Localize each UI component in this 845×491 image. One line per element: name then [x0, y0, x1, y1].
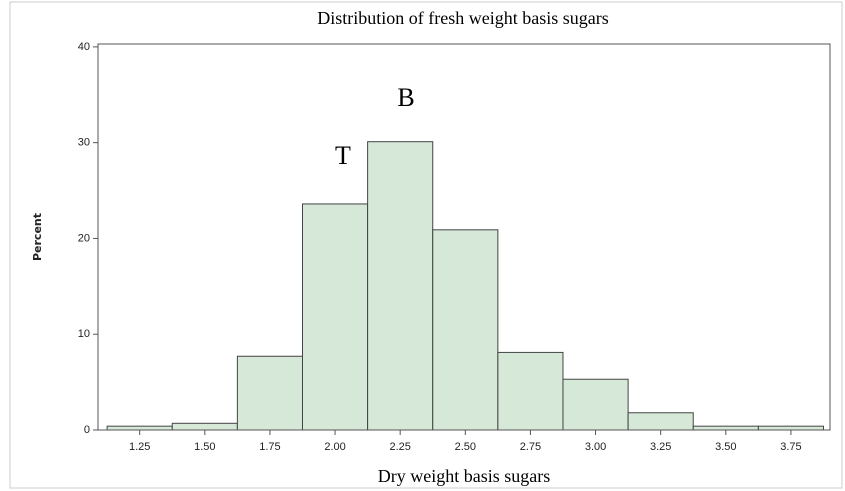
bar: [106, 425, 173, 431]
bar: [757, 425, 824, 431]
x-tick-label: 3.50: [715, 441, 736, 453]
bar: [562, 378, 629, 431]
x-tick-label: 3.75: [780, 441, 801, 453]
bar: [367, 141, 434, 431]
x-tick-label: 1.75: [259, 441, 280, 453]
y-tick-label: 40: [78, 41, 90, 53]
bar: [236, 355, 303, 431]
x-tick-label: 1.25: [129, 441, 150, 453]
x-tick-label: 2.75: [520, 441, 541, 453]
bar: [692, 425, 759, 431]
x-tick-label: 3.25: [650, 441, 671, 453]
x-tick-label: 2.25: [389, 441, 410, 453]
annotation: T: [335, 141, 351, 170]
annotation: B: [397, 83, 414, 112]
x-tick-label: 2.00: [324, 441, 345, 453]
y-tick-label: 30: [78, 137, 90, 149]
x-tick-label: 2.50: [455, 441, 476, 453]
bar: [171, 422, 238, 431]
x-axis-label: Dry weight basis sugars: [378, 466, 550, 486]
frame: [9, 1, 843, 489]
x-tick-label: 3.00: [585, 441, 606, 453]
bar: [497, 351, 564, 431]
plot-area: [97, 43, 831, 431]
bar: [432, 229, 499, 431]
chart-title: Distribution of fresh weight basis sugar…: [317, 8, 608, 28]
y-tick-label: 20: [78, 232, 90, 244]
y-tick-label: 10: [78, 328, 90, 340]
bar: [627, 412, 694, 431]
x-tick-label: 1.50: [194, 441, 215, 453]
y-axis-label: Percent: [31, 213, 44, 261]
bar: [301, 203, 369, 431]
y-tick-label: 0: [84, 424, 90, 436]
